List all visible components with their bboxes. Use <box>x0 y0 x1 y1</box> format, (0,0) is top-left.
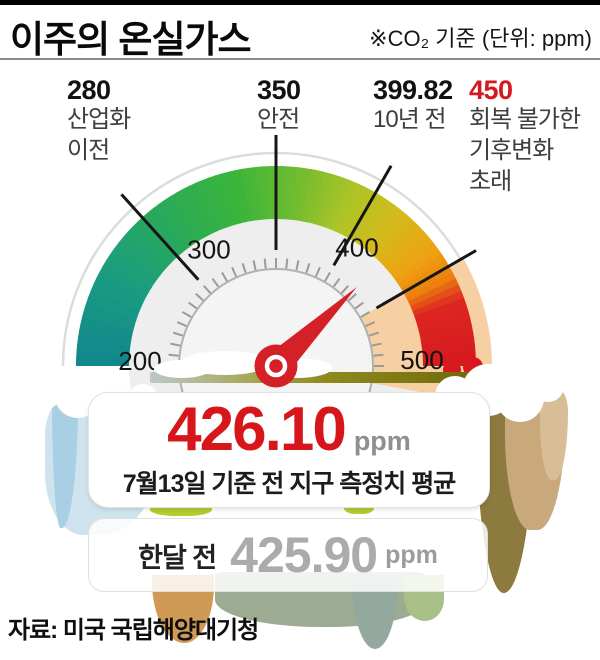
dial-tick <box>221 271 228 282</box>
annotation-callout-line <box>120 193 200 281</box>
dial-tick <box>231 266 238 277</box>
current-value-row: 426.10 ppm <box>167 394 411 464</box>
dial-tick <box>202 285 212 294</box>
scale-label: 500 <box>400 345 443 375</box>
annotation-value: 399.82 <box>373 75 453 105</box>
page-title: 이주의 온실가스 <box>10 19 252 60</box>
top-border <box>0 0 600 5</box>
gauge-annotation-399.82: 399.82 10년 전 <box>373 76 453 135</box>
annotation-value: 280 <box>67 75 111 105</box>
dial-tick <box>365 321 376 328</box>
dial-tick <box>332 278 341 288</box>
dial-tick <box>172 331 184 337</box>
cloud-shape <box>0 359 30 395</box>
gauge-needle <box>254 287 357 388</box>
gauge-annotation-350: 350 안전 <box>257 76 301 135</box>
dial-tick <box>188 301 198 310</box>
annotation-text: 10년 전 <box>373 106 447 133</box>
dial-tick <box>170 342 181 347</box>
current-caption: 7월13일 기준 전 지구 측정치 평균 <box>122 469 456 498</box>
source-credit: 자료: 미국 국립해양대기청 <box>8 617 259 644</box>
previous-value-card: 한달 전 425.90 ppm <box>88 518 488 592</box>
annotation-text: 산업화 <box>67 106 131 133</box>
annotation-value: 350 <box>257 75 301 105</box>
previous-unit: ppm <box>385 540 438 569</box>
dial-tick <box>360 311 371 318</box>
dial-tick <box>285 258 289 269</box>
dial-tick <box>295 260 300 271</box>
dial-tick <box>176 321 187 328</box>
dial-tick <box>181 311 192 318</box>
dial-tick <box>340 285 350 294</box>
dial-tick <box>263 258 267 269</box>
previous-label: 한달 전 <box>138 542 217 573</box>
dial-tick <box>305 262 311 274</box>
needle-pivot <box>254 344 298 388</box>
dial-tick <box>368 331 380 337</box>
current-value: 426.10 <box>167 394 347 464</box>
dial-tick <box>241 262 247 274</box>
annotation-text: 기후변화 <box>469 137 554 164</box>
annotation-text: 초래 <box>469 168 512 195</box>
dial-tick <box>354 301 364 310</box>
dial-tick <box>348 292 357 302</box>
title-divider <box>0 58 600 60</box>
unit-note: ※CO₂ 기준 (단위: ppm) <box>369 26 592 51</box>
dial-tick <box>195 292 204 302</box>
cloud-shape <box>154 360 210 378</box>
dial-tick <box>371 342 382 347</box>
annotation-text: 안전 <box>257 106 300 133</box>
dial-tick <box>252 260 257 271</box>
annotation-callout-line <box>375 249 477 310</box>
annotation-value: 450 <box>469 75 513 105</box>
annotation-text: 이전 <box>67 137 110 164</box>
annotation-callout-line <box>332 164 393 267</box>
scale-label: 300 <box>187 234 230 264</box>
dial-tick <box>373 353 384 357</box>
cloud-shape <box>551 362 575 386</box>
dial-tick <box>314 266 321 277</box>
needle-pivot-ring <box>264 354 288 378</box>
scale-label: 200 <box>118 346 161 376</box>
current-value-card: 426.10 ppm 7월13일 기준 전 지구 측정치 평균 <box>88 392 490 508</box>
scale-label: 400 <box>335 232 378 262</box>
previous-value: 425.90 <box>230 527 378 583</box>
current-unit: ppm <box>353 425 411 456</box>
annotation-text: 회복 불가한 <box>469 106 581 133</box>
dial-tick <box>324 271 331 282</box>
dial-tick <box>168 353 179 357</box>
dial-tick <box>211 278 220 288</box>
